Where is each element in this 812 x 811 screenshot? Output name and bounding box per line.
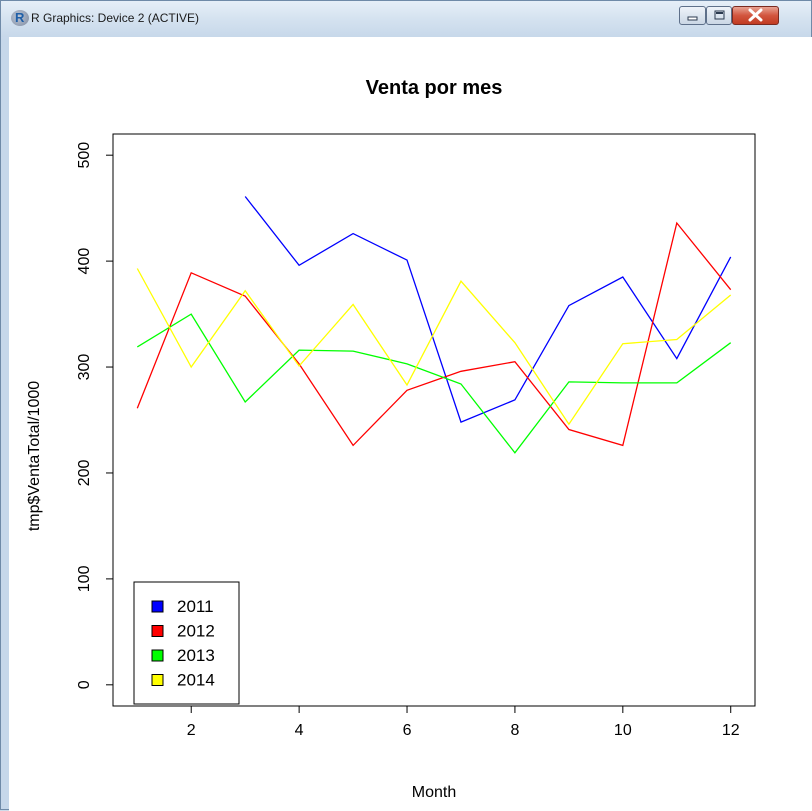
series-line-2013: [136, 313, 732, 454]
minimize-icon: [687, 16, 698, 21]
r-logo-icon: R: [11, 10, 29, 26]
y-tick-label-500: 500: [76, 142, 93, 169]
series-line-2014: [136, 268, 732, 426]
series-layer: [136, 196, 732, 454]
maximize-button[interactable]: [706, 6, 732, 25]
close-button[interactable]: [732, 6, 779, 25]
y-tick-label-300: 300: [76, 354, 93, 381]
x-tick-label-8: 8: [510, 722, 519, 739]
legend-label-2011: 2011: [177, 597, 214, 616]
legend-swatch-2013: [151, 649, 164, 662]
window-title: R Graphics: Device 2 (ACTIVE): [31, 11, 200, 25]
x-tick-label-12: 12: [722, 722, 740, 739]
x-tick-label-6: 6: [403, 722, 412, 739]
series-line-2012: [136, 221, 732, 447]
legend-label-2012: 2012: [177, 622, 215, 641]
y-tick-label-100: 100: [76, 565, 93, 592]
legend-label-2013: 2013: [177, 646, 215, 665]
maximize-icon: [714, 10, 725, 20]
x-axis-label: Month: [412, 784, 456, 801]
legend: 2011 2012 2013 2014: [133, 581, 240, 705]
chart-title: Venta por mes: [366, 77, 503, 99]
x-tick-label-2: 2: [187, 722, 196, 739]
axes-layer: 2 4 6 8 10 12 0 100 200 300 400 500: [76, 133, 756, 739]
title-bar[interactable]: R R Graphics: Device 2 (ACTIVE): [1, 1, 811, 37]
minimize-button[interactable]: [679, 6, 706, 25]
legend-swatch-2012: [151, 625, 164, 637]
close-icon: [748, 8, 763, 22]
legend-swatch-2011: [151, 600, 164, 613]
x-tick-label-4: 4: [295, 722, 304, 739]
plot-area: Venta por mes Month tmp$VentaTotal/1000 …: [9, 37, 812, 811]
plot-frame: [112, 133, 756, 707]
line-chart: Venta por mes Month tmp$VentaTotal/1000 …: [26, 77, 756, 801]
x-tick-label-10: 10: [614, 722, 632, 739]
legend-swatch-2014: [151, 674, 164, 686]
y-tick-label-200: 200: [76, 460, 93, 487]
series-line-2011: [244, 196, 732, 423]
y-tick-label-0: 0: [76, 680, 93, 689]
legend-label-2014: 2014: [177, 671, 215, 690]
y-axis-label: tmp$VentaTotal/1000: [26, 381, 43, 531]
y-tick-label-400: 400: [76, 248, 93, 275]
